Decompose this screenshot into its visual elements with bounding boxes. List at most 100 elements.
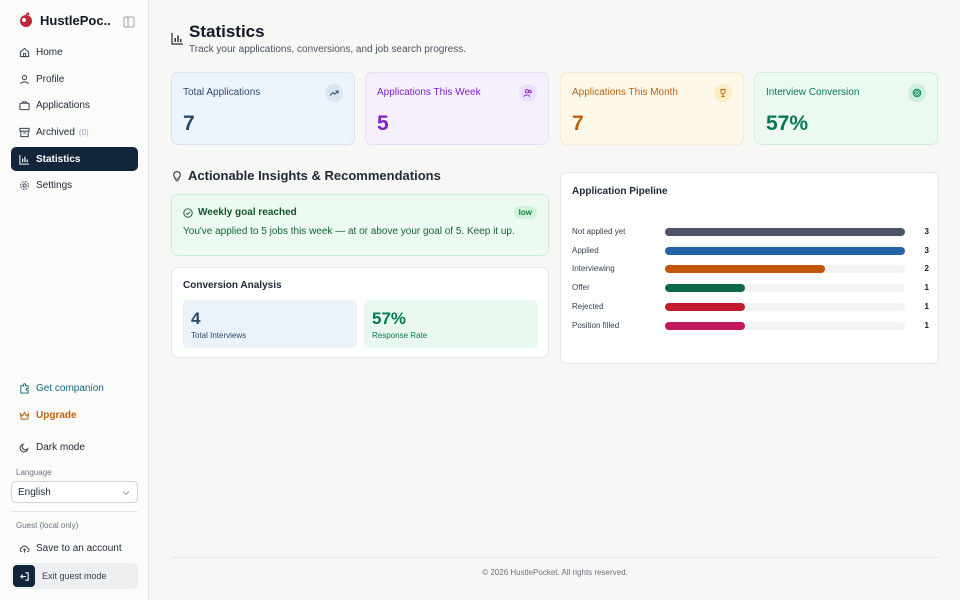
insight-card: Weekly goal reached low You've applied t…: [171, 194, 549, 256]
sidebar-item-label: Profile: [36, 73, 65, 85]
footer-divider: [171, 557, 939, 558]
get-companion-label: Get companion: [36, 382, 104, 394]
cloud-upload-icon: [19, 545, 30, 553]
pipeline-row: Position filled 1: [572, 320, 929, 332]
chevron-down-icon: [122, 491, 130, 496]
pipeline-row: Not applied yet 3: [572, 226, 929, 238]
sidebar-divider: [11, 511, 138, 512]
pipeline-label: Applied: [572, 245, 599, 255]
exit-guest-label: Exit guest mode: [42, 571, 107, 581]
pipeline-card: Application Pipeline Not applied yet 3 App…: [560, 172, 939, 364]
pipeline-track: [665, 284, 905, 293]
stat-label: Applications This Week: [377, 87, 481, 98]
response-rate-label: Response Rate: [372, 331, 428, 340]
home-icon: [19, 47, 30, 57]
language-select[interactable]: English: [11, 481, 138, 503]
pipeline-track: [665, 302, 905, 311]
users-icon: [523, 89, 532, 97]
check-circle-icon: [183, 207, 193, 218]
puzzle-icon: [20, 382, 29, 394]
insights-heading-text: Actionable Insights & Recommendations: [188, 168, 441, 183]
target-icon: [912, 88, 922, 98]
get-companion-link[interactable]: Get companion: [11, 377, 138, 399]
stat-label: Interview Conversion: [766, 87, 860, 98]
sidebar: HustlePoc... Home Profile Applications A…: [0, 0, 149, 600]
sidebar-item-profile[interactable]: Profile: [11, 67, 138, 91]
upgrade-link[interactable]: Upgrade: [11, 404, 138, 426]
pipeline-row: Applied 3: [572, 245, 929, 257]
trophy-icon: [720, 89, 726, 97]
stat-label: Total Applications: [183, 87, 261, 98]
insight-title: Weekly goal reached: [183, 207, 297, 218]
moon-icon: [19, 442, 29, 452]
app-name: HustlePoc...: [40, 12, 110, 28]
pipeline-bar: [665, 246, 905, 255]
sidebar-item-label: Archived: [36, 126, 75, 138]
sidebar-item-statistics[interactable]: Statistics: [11, 147, 138, 171]
stat-card-conversion: Interview Conversion 57%: [754, 72, 938, 145]
logo-icon: [20, 12, 32, 27]
sidebar-item-archived[interactable]: Archived (0): [11, 120, 138, 144]
pipeline-row: Offer 1: [572, 282, 929, 294]
brand[interactable]: HustlePoc...: [18, 11, 138, 29]
stat-value: 57%: [766, 112, 809, 135]
pipeline-count: 3: [924, 227, 929, 236]
sidebar-item-label: Home: [36, 46, 63, 58]
pipeline-count: 1: [924, 283, 929, 293]
response-rate-value: 57%: [372, 309, 407, 328]
sidebar-item-home[interactable]: Home: [11, 40, 138, 64]
exit-guest-button[interactable]: Exit guest mode: [11, 563, 138, 589]
sidebar-item-label: Settings: [36, 179, 73, 191]
insights-heading: Actionable Insights & Recommendations: [171, 168, 441, 183]
bar-chart-icon: [171, 33, 183, 45]
save-account-label: Save to an account: [36, 542, 122, 554]
pipeline-count: 1: [924, 320, 929, 330]
stat-card-week: Applications This Week 5: [365, 72, 549, 145]
guest-label: Guest (local only): [16, 521, 79, 530]
sidebar-item-settings[interactable]: Settings: [11, 173, 138, 197]
stat-value: 7: [183, 112, 195, 135]
interviews-box: 4 Total Interviews: [183, 300, 357, 348]
bar-chart-icon: [19, 154, 30, 165]
gear-icon: [20, 180, 29, 190]
sidebar-item-label: Applications: [36, 99, 90, 111]
insight-text: You've applied to 5 jobs this week — at …: [183, 226, 515, 237]
insight-title-text: Weekly goal reached: [198, 207, 297, 218]
pipeline-bar: [665, 284, 745, 293]
pipeline-count: 3: [924, 245, 929, 255]
exit-icon-box: [13, 565, 35, 587]
response-rate-box: 57% Response Rate: [364, 300, 538, 348]
pipeline-row: Rejected 1: [572, 301, 929, 313]
pipeline-title: Application Pipeline: [572, 186, 668, 197]
pipeline-track: [665, 321, 905, 330]
sidebar-item-applications[interactable]: Applications: [11, 93, 138, 117]
interviews-label: Total Interviews: [191, 331, 247, 340]
interviews-value: 4: [191, 309, 201, 328]
pipeline-label: Offer: [572, 283, 590, 293]
lightbulb-icon: [173, 170, 181, 181]
archive-icon: [19, 127, 30, 137]
sidebar-collapse-icon[interactable]: [123, 16, 135, 28]
trend-up-icon: [329, 90, 339, 96]
language-value: English: [18, 486, 51, 498]
page-title: Statistics: [189, 22, 265, 41]
logout-icon: [19, 571, 29, 581]
upgrade-label: Upgrade: [36, 409, 77, 421]
pipeline-label: Interviewing: [572, 264, 615, 274]
pipeline-bar: [665, 321, 745, 330]
footer: © 2026 HustlePocket. All rights reserved…: [482, 568, 628, 577]
dark-mode-toggle[interactable]: Dark mode: [11, 436, 138, 458]
pipeline-bar: [665, 302, 745, 311]
stat-value: 7: [572, 112, 584, 135]
pipeline-track: [665, 228, 905, 236]
pipeline-label: Rejected: [572, 301, 604, 311]
stat-label: Applications This Month: [572, 87, 678, 98]
pipeline-track: [665, 265, 905, 274]
pipeline-count: 1: [924, 301, 929, 311]
pipeline-label: Not applied yet: [572, 227, 626, 236]
briefcase-icon: [19, 100, 30, 110]
sidebar-item-label: Statistics: [36, 153, 81, 165]
pipeline-track: [665, 246, 905, 255]
save-to-account-link[interactable]: Save to an account: [11, 537, 138, 559]
conversion-card: Conversion Analysis 4 Total Interviews 5…: [171, 267, 549, 358]
